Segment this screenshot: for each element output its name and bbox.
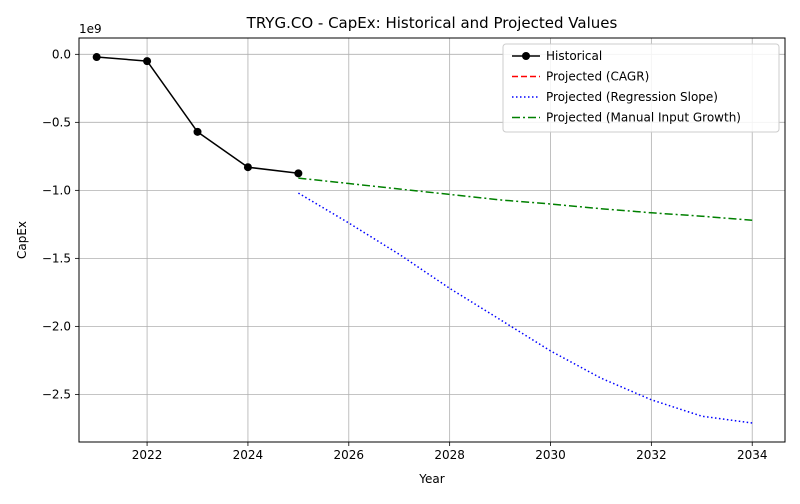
data-point-historical xyxy=(92,53,101,62)
legend: Historical Projected (CAGR) Projected (Reg… xyxy=(502,43,780,133)
data-point-historical xyxy=(193,127,202,136)
y-tick-label: −1.5 xyxy=(42,251,71,265)
x-tick-label: 2026 xyxy=(334,448,365,462)
y-tick-label: 0.0 xyxy=(52,47,71,61)
data-point-historical xyxy=(143,57,152,66)
legend-label: Historical xyxy=(546,49,602,63)
series-line-projected-regression-slope xyxy=(298,192,753,424)
data-point-historical xyxy=(294,169,303,178)
y-tick-label: −2.5 xyxy=(42,387,71,401)
x-tick-label: 2034 xyxy=(737,448,768,462)
series-lines xyxy=(92,53,753,424)
series-line-projected-manual-input-growth xyxy=(298,177,753,222)
chart-title: TRYG.CO - CapEx: Historical and Projecte… xyxy=(246,14,618,32)
legend-label: Projected (Manual Input Growth) xyxy=(546,111,741,125)
y-tick-label: −0.5 xyxy=(42,115,71,129)
legend-label: Projected (Regression Slope) xyxy=(546,90,718,104)
plot-area-frame xyxy=(78,37,786,443)
x-axis-label: Year xyxy=(418,472,444,486)
y-tick-label: −1.0 xyxy=(42,183,71,197)
x-tick-label: 2032 xyxy=(636,448,667,462)
legend-marker xyxy=(522,52,530,60)
y-axis-label: CapEx xyxy=(15,221,29,259)
x-tick-label: 2022 xyxy=(132,448,163,462)
axis-ticks: 2022 2024 2026 2028 2030 2032 2034 0.0 −0.5 −1.0 −… xyxy=(42,47,768,462)
x-tick-label: 2030 xyxy=(535,448,566,462)
legend-label: Projected (CAGR) xyxy=(546,70,649,84)
legend-box xyxy=(502,43,780,133)
y-tick-label: −2.0 xyxy=(42,319,71,333)
y-axis-multiplier: 1e9 xyxy=(79,22,102,36)
x-tick-label: 2024 xyxy=(233,448,264,462)
x-tick-label: 2028 xyxy=(434,448,465,462)
data-point-historical xyxy=(243,163,252,172)
series-line-historical xyxy=(96,56,299,175)
